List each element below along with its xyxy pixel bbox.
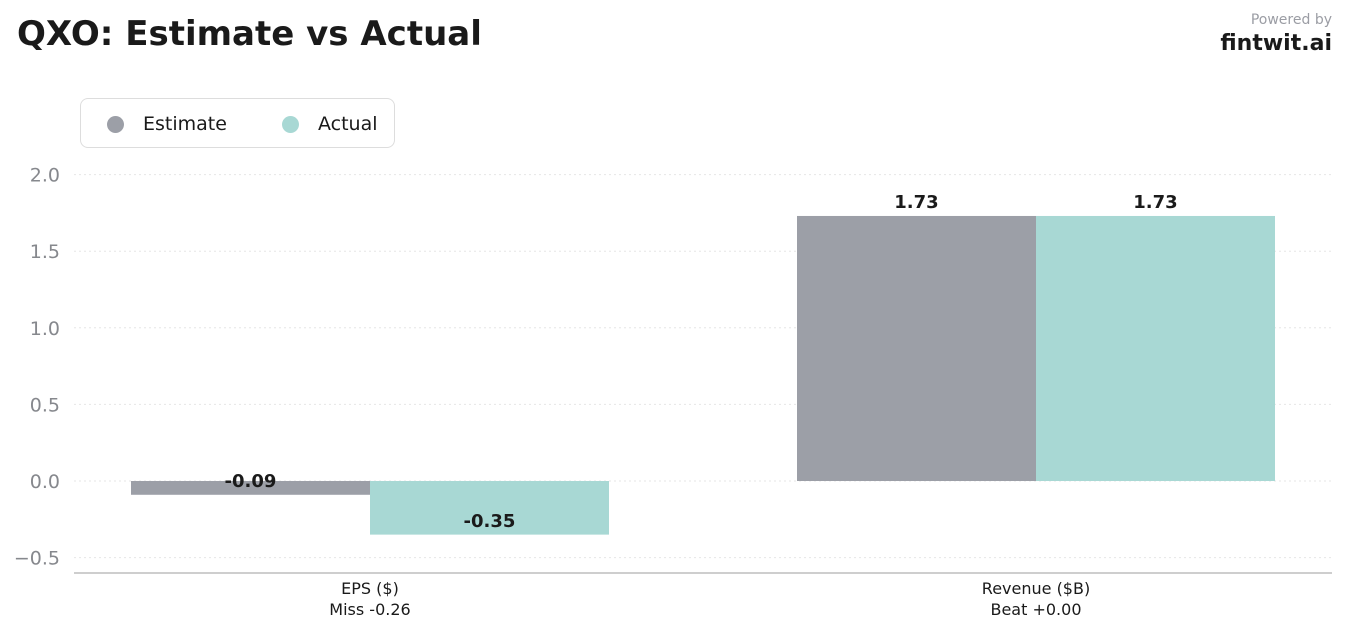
legend-label-estimate: Estimate (143, 113, 227, 135)
powered-by-label: Powered by (1250, 12, 1332, 28)
labels: −0.5 0.0 0.5 1.0 1.5 2.0 -0.09 -0.35 EPS ($) Miss… (14, 165, 1178, 619)
data-label: 1.73 (1133, 192, 1177, 213)
legend-item-actual: Actual (282, 99, 378, 149)
y-tick-label: 0.0 (30, 471, 60, 493)
bar-actual-revenue (1036, 215, 1275, 482)
y-tick-label: 2.0 (30, 165, 60, 187)
legend-swatch-actual (282, 115, 299, 133)
legend-item-estimate: Estimate (107, 99, 227, 149)
legend-swatch-estimate (107, 115, 124, 133)
bar-estimate-eps (131, 481, 370, 495)
y-tick-label: −0.5 (14, 548, 60, 570)
data-label: 1.73 (894, 192, 938, 213)
x-category-sublabel: Miss -0.26 (329, 600, 410, 619)
x-category-label: EPS ($) (341, 579, 399, 598)
y-tick-label: 1.0 (30, 318, 60, 340)
data-label: -0.35 (464, 511, 516, 532)
y-tick-label: 0.5 (30, 394, 60, 416)
bars (131, 215, 1275, 535)
bar-estimate-revenue (797, 215, 1036, 482)
branding: Powered by fintwit.ai (1220, 11, 1332, 59)
x-category-sublabel: Beat +0.00 (990, 600, 1081, 619)
brand-name: fintwit.ai (1220, 31, 1332, 56)
data-label: -0.09 (225, 471, 277, 492)
legend: Estimate Actual (80, 98, 395, 148)
chart-title: QXO: Estimate vs Actual (17, 14, 482, 54)
legend-label-actual: Actual (318, 113, 378, 135)
bar-actual-eps (370, 481, 609, 535)
y-tick-label: 1.5 (30, 241, 60, 263)
x-category-label: Revenue ($B) (982, 579, 1090, 598)
